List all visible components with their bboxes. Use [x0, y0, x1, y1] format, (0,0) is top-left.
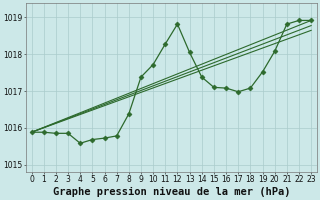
X-axis label: Graphe pression niveau de la mer (hPa): Graphe pression niveau de la mer (hPa)	[52, 187, 290, 197]
